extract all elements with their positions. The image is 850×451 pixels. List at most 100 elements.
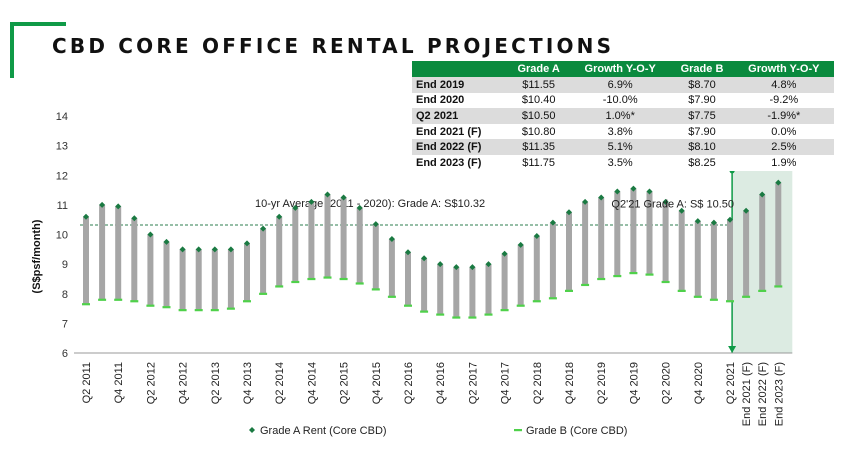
x-tick-label: Q4 2019 xyxy=(628,362,640,404)
table-header-cell: Grade B xyxy=(670,61,734,77)
table-header-cell: Growth Y-O-Y xyxy=(733,61,834,77)
rent-summary-table: Grade A Growth Y-O-Y Grade B Growth Y-O-… xyxy=(412,61,834,171)
x-tick-label: Q2 2016 xyxy=(403,362,415,404)
range-bar xyxy=(582,201,589,285)
table-row: End 2019 $11.55 6.9% $8.70 4.8% xyxy=(412,77,834,93)
range-bar xyxy=(614,191,621,276)
range-bar xyxy=(421,258,428,312)
grade-a-marker xyxy=(469,264,476,271)
range-bar xyxy=(372,224,379,290)
table-row: End 2022 (F) $11.35 5.1% $8.10 2.5% xyxy=(412,139,834,155)
grade-b-marker xyxy=(645,273,654,276)
range-bar xyxy=(115,206,122,300)
table-header-cell: Growth Y-O-Y xyxy=(570,61,671,77)
grade-b-marker xyxy=(226,307,235,310)
table-cell: 1.0%* xyxy=(570,108,671,124)
grade-b-marker xyxy=(114,298,123,301)
grade-b-marker xyxy=(742,295,751,298)
grade-a-marker xyxy=(340,194,347,201)
grade-a-marker xyxy=(405,249,411,256)
range-bar xyxy=(227,249,234,309)
grade-b-marker xyxy=(323,276,332,279)
range-bar xyxy=(775,182,782,287)
range-bar xyxy=(195,249,202,311)
grade-b-marker xyxy=(597,277,606,281)
range-bar xyxy=(324,194,331,278)
range-bar xyxy=(131,218,138,302)
x-tick-label: Q4 2016 xyxy=(435,362,447,404)
grade-b-marker xyxy=(548,297,557,300)
grade-b-marker xyxy=(677,289,686,292)
grade-b-marker xyxy=(210,309,219,312)
grade-a-marker xyxy=(372,221,379,228)
table-row: Q2 2021 $10.50 1.0%* $7.75 -1.9%* xyxy=(412,108,834,124)
x-tick-label: Q2 2020 xyxy=(661,362,673,404)
grade-a-marker xyxy=(694,218,701,225)
corner-bracket-decoration xyxy=(10,22,66,78)
range-bar xyxy=(276,216,283,287)
table-cell: $11.35 xyxy=(507,139,571,155)
grade-a-marker xyxy=(743,207,750,214)
grade-a-marker xyxy=(421,255,428,262)
table-cell: End 2022 (F) xyxy=(412,139,508,155)
grade-a-marker xyxy=(775,179,782,186)
range-bar xyxy=(453,267,460,318)
range-bar xyxy=(759,194,766,291)
grade-b-marker xyxy=(758,289,767,292)
table-cell: $8.70 xyxy=(670,77,734,93)
table-cell: End 2021 (F) xyxy=(412,123,508,140)
range-bar xyxy=(83,216,89,305)
grade-b-marker xyxy=(516,304,525,307)
table-cell: 3.5% xyxy=(570,154,671,171)
table-row: End 2021 (F) $10.80 3.8% $7.90 0.0% xyxy=(412,123,834,140)
x-tick-label: Q2 2021 xyxy=(725,362,737,404)
range-bar xyxy=(405,252,411,306)
y-tick-label: 7 xyxy=(62,318,68,330)
grade-b-marker xyxy=(355,282,364,285)
y-tick-label: 9 xyxy=(62,259,68,271)
grade-b-marker xyxy=(291,280,300,284)
grade-b-marker xyxy=(146,304,155,307)
table-cell: Q2 2021 xyxy=(412,108,508,124)
grade-b-marker xyxy=(532,300,541,303)
grade-b-marker xyxy=(162,306,171,309)
y-tick-label: 10 xyxy=(56,230,68,242)
range-bar xyxy=(260,228,267,294)
table-cell: $7.75 xyxy=(670,108,734,124)
table-header-cell xyxy=(412,61,508,77)
range-bar xyxy=(469,267,476,318)
table-cell: $10.80 xyxy=(507,123,571,140)
grade-a-marker xyxy=(131,215,138,222)
x-tick-label: Q2 2017 xyxy=(467,362,479,404)
range-bar xyxy=(244,243,250,302)
grade-a-marker xyxy=(163,238,170,245)
grade-b-marker xyxy=(581,283,590,287)
x-tick-label: Q4 2017 xyxy=(500,362,512,404)
legend-grade-a-label: Grade A Rent (Core CBD) xyxy=(260,425,387,437)
grade-a-marker xyxy=(324,191,331,198)
range-bar xyxy=(388,238,395,297)
table-row: End 2020 $10.40 -10.0% $7.90 -9.2% xyxy=(412,92,834,109)
grade-b-marker xyxy=(404,304,412,307)
table-cell: 2.5% xyxy=(733,139,834,155)
table-cell: -9.2% xyxy=(733,92,834,109)
range-bar xyxy=(566,212,572,291)
x-tick-label: Q2 2011 xyxy=(81,362,93,403)
grade-b-marker xyxy=(259,292,268,295)
table-cell: 3.8% xyxy=(570,123,671,140)
y-tick-label: 14 xyxy=(56,111,68,123)
x-tick-label: Q2 2015 xyxy=(339,362,351,404)
grade-a-marker xyxy=(276,213,283,220)
table-header-cell: Grade A xyxy=(507,61,571,77)
range-bar xyxy=(340,197,347,279)
y-tick-label: 13 xyxy=(56,141,68,153)
table-cell: $10.50 xyxy=(507,108,571,124)
y-axis-label: (S$psf/month) xyxy=(31,219,43,293)
forecast-divider-arrowhead xyxy=(728,346,737,353)
grade-b-marker xyxy=(420,310,429,313)
grade-a-marker xyxy=(437,261,444,268)
grade-a-marker xyxy=(99,201,106,208)
grade-b-marker xyxy=(387,295,396,298)
table-cell: End 2019 xyxy=(412,77,508,93)
table-cell: 6.9% xyxy=(570,77,671,93)
